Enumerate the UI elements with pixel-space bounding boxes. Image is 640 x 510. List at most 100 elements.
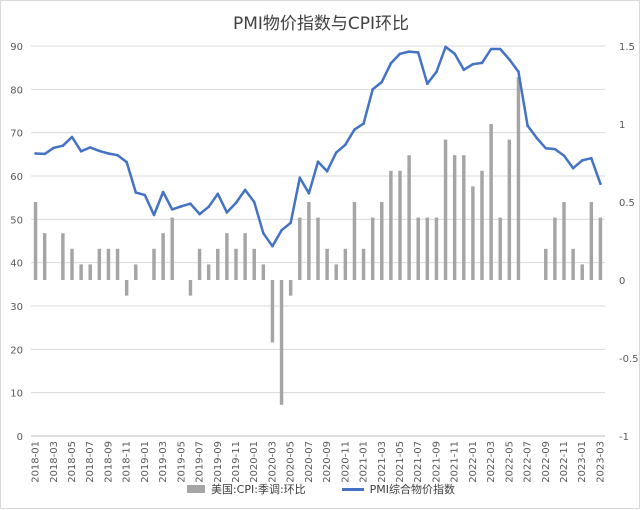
pmi-point [216,192,220,196]
pmi-point [152,213,156,217]
pmi-point [544,146,548,150]
pmi-point [79,150,83,153]
pmi-point [325,169,329,173]
x-tick-label: 2022-01 [468,441,479,483]
pmi-point [353,128,356,131]
pmi-point [243,188,247,192]
pmi-point [134,191,138,194]
cpi-bar [352,202,357,280]
pmi-point [207,205,210,209]
pmi-point [334,151,338,154]
pmi-point [61,144,65,147]
pmi-point [344,143,347,147]
x-tick-label: 2023-01 [577,441,588,483]
cpi-bar [115,248,120,280]
cpi-bar [407,155,411,280]
cpi-bar [343,248,348,280]
left-y-tick-label: 60 [10,172,23,183]
x-tick-label: 2022-05 [504,441,515,483]
x-tick-label: 2018-01 [31,441,42,483]
x-tick-label: 2022-11 [559,441,570,483]
x-tick-label: 2018-11 [122,441,133,483]
pmi-point [298,176,302,180]
pmi-point [371,88,374,91]
pmi-point [389,62,393,65]
cpi-bar [243,233,247,280]
cpi-bar [152,248,156,280]
left-y-tick-label: 70 [10,129,23,140]
cpi-bar [70,248,74,280]
x-tick-label: 2021-07 [413,441,424,483]
cpi-bar [434,217,439,280]
cpi-bar [252,248,256,280]
cpi-bar [225,233,229,280]
pmi-point [225,211,229,214]
x-tick-label: 2020-05 [286,441,297,483]
pmi-point [70,135,74,139]
left-y-tick-label: 80 [10,85,23,96]
pmi-point [453,52,456,56]
cpi-bar [462,155,466,280]
cpi-bar [380,202,384,280]
pmi-point [462,68,466,72]
pmi-point [198,212,201,216]
cpi-bar [188,280,193,296]
right-y-tick-label: -1 [619,432,629,443]
cpi-bar [161,233,165,280]
cpi-bar [33,202,38,280]
cpi-bar [261,264,266,280]
cpi-bar [42,233,47,280]
pmi-point [571,166,575,170]
pmi-point [271,244,274,248]
legend-swatch-cpi [186,485,205,493]
x-tick-label: 2023-03 [595,441,606,483]
cpi-bar [97,248,102,280]
cpi-bar [507,139,512,280]
pmi-point [180,205,183,208]
pmi-line-path [35,45,602,248]
cpi-bar [61,233,65,280]
pmi-point [526,124,529,128]
cpi-bar [307,202,311,280]
pmi-point [590,156,593,160]
left-y-tick-label: 0 [17,432,23,443]
pmi-point [426,82,429,85]
cpi-bar [370,217,375,280]
cpi-bar [298,217,302,280]
pmi-point [125,160,128,164]
x-tick-label: 2020-11 [340,441,351,483]
cpi-bar [480,170,484,280]
left-y-tick-label: 50 [10,215,23,226]
x-tick-label: 2019-07 [195,441,206,483]
pmi-point [380,80,384,84]
cpi-bar [216,248,220,280]
cpi-bar [334,264,338,280]
cpi-bar [598,217,603,280]
cpi-bar [124,280,129,296]
cpi-bar [544,248,548,280]
pmi-point [143,193,147,197]
pmi-point [489,47,493,51]
cpi-bar [389,170,393,280]
x-tick-label: 2022-09 [541,441,552,483]
pmi-point [34,152,37,155]
cpi-bar [562,202,566,280]
x-tick-label: 2020-07 [304,441,315,483]
cpi-bar [234,248,238,280]
cpi-bar [425,217,430,280]
cpi-bar [170,217,174,280]
cpi-bar [88,264,92,280]
pmi-point [189,202,192,206]
pmi-point [407,50,411,53]
x-tick-label: 2021-03 [377,441,388,483]
pmi-point [234,201,238,205]
cpi-bar [197,248,202,280]
x-tick-label: 2022-03 [486,441,497,483]
cpi-bar [325,248,329,280]
pmi-point [498,47,502,51]
x-tick-label: 2020-01 [249,441,260,483]
cpi-bar [316,217,320,280]
right-y-tick-label: -0.5 [619,354,639,365]
